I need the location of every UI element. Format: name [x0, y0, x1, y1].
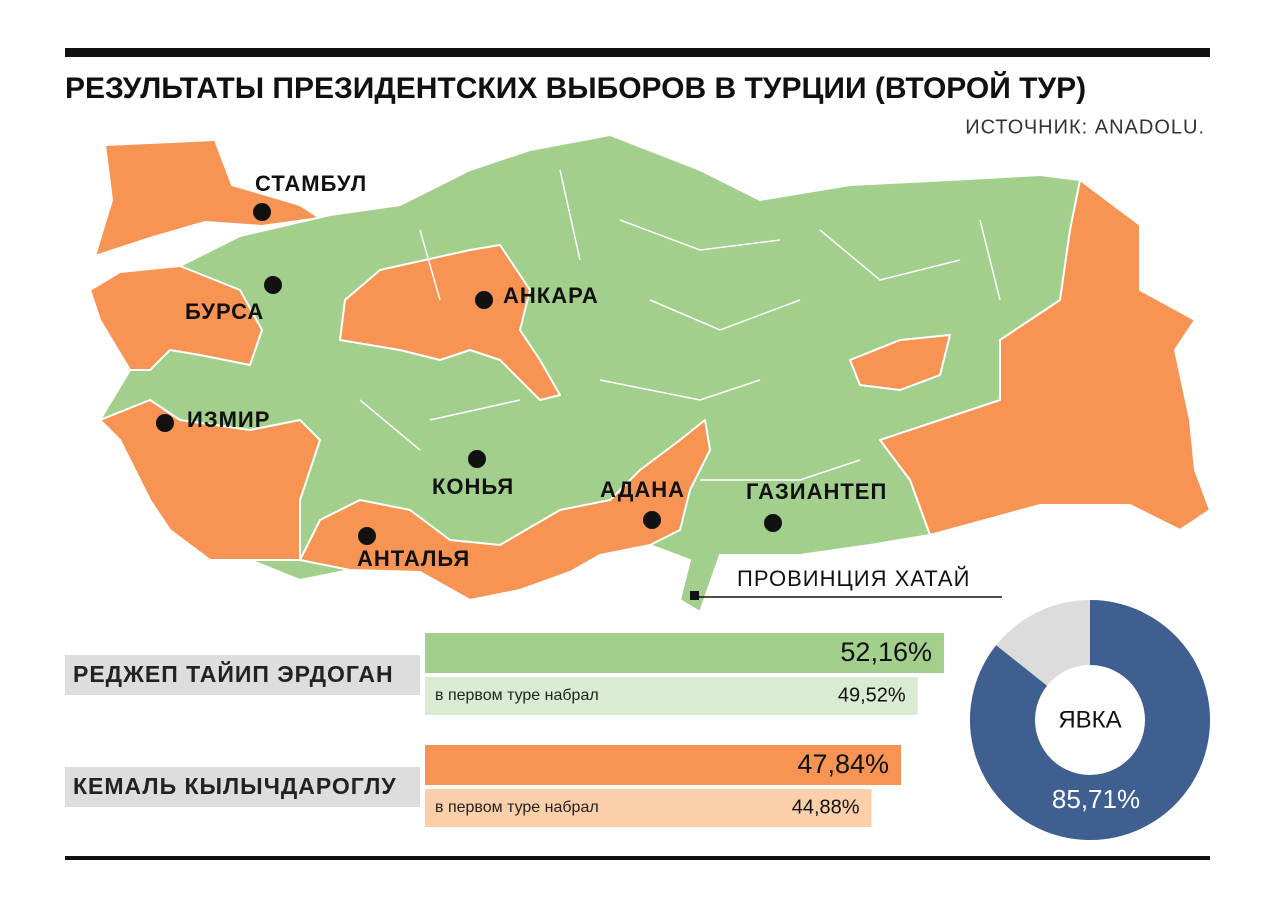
callout-marker [690, 591, 699, 600]
first-round-text: в первом туре набрал [435, 799, 599, 816]
city-dot [253, 203, 271, 221]
candidate-name: КЕМАЛЬ КЫЛЫЧДАРОГЛУ [73, 773, 397, 799]
city-label: АНКАРА [503, 283, 599, 308]
city-label: ГАЗИАНТЕП [746, 479, 887, 504]
city-dot [468, 450, 486, 468]
first-round-text: в первом туре набрал [435, 687, 599, 704]
bar-label: 52,16% [840, 637, 932, 667]
candidate-name: РЕДЖЕП ТАЙИП ЭРДОГАН [73, 660, 394, 687]
bar-label: 47,84% [797, 749, 889, 779]
city-label: СТАМБУЛ [255, 171, 367, 196]
source: ИСТОЧНИК: ANADOLU. [965, 116, 1205, 138]
city-markers [156, 203, 782, 545]
city-dot [643, 511, 661, 529]
city-label: АДАНА [600, 477, 685, 502]
bar [425, 633, 944, 673]
title: РЕЗУЛЬТАТЫ ПРЕЗИДЕНТСКИХ ВЫБОРОВ В ТУРЦИ… [65, 71, 1086, 105]
first-round-bar [425, 789, 872, 827]
name-box [65, 655, 420, 695]
results: РЕДЖЕП ТАЙИП ЭРДОГАН 52,16% в первом туре … [65, 633, 944, 827]
first-round-bar [425, 677, 918, 715]
bottom-rule [65, 856, 1210, 860]
top-rule [65, 48, 1210, 57]
map [89, 134, 1211, 613]
first-round-label: 49,52% [838, 684, 906, 706]
turnout-arc [970, 600, 1210, 840]
province-borders [359, 169, 1001, 481]
city-dot [264, 276, 282, 294]
city-dot [764, 514, 782, 532]
turnout-label: ЯВКА [1058, 706, 1121, 733]
city-dot [156, 414, 174, 432]
first-round-label: 44,88% [792, 796, 860, 818]
city-label: ИЗМИР [187, 407, 270, 432]
bar [425, 745, 902, 785]
callout-label: ПРОВИНЦИЯ ХАТАЙ [737, 566, 970, 591]
turnout [970, 600, 1210, 840]
city-label: БУРСА [185, 299, 264, 324]
city-dot [358, 527, 376, 545]
city-label: КОНЬЯ [432, 474, 514, 499]
city-dot [475, 291, 493, 309]
name-box [65, 767, 420, 807]
turnout-value: 85,71% [1052, 784, 1140, 814]
city-label: АНТАЛЬЯ [357, 546, 470, 571]
